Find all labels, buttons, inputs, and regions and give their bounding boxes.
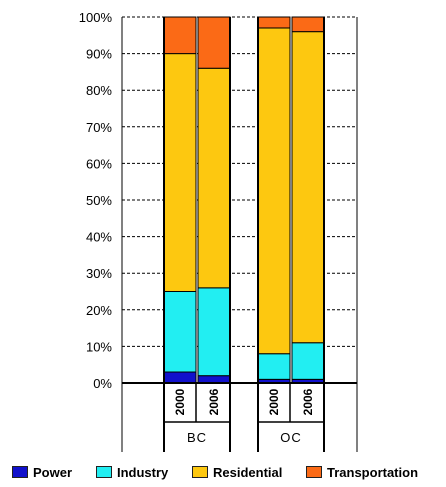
bar-segment-residential-4 (292, 32, 324, 343)
legend-swatch-power (12, 466, 28, 478)
x-axis-tick-labels: 2000 2006 2000 2006 BC OC (173, 388, 315, 445)
x-tick-label-year: 2000 (173, 388, 187, 415)
bar-segment-power-1 (164, 372, 196, 383)
legend-label-power: Power (33, 465, 72, 480)
legend-label-industry: Industry (117, 465, 168, 480)
bar-segment-residential-1 (164, 54, 196, 292)
y-tick-label: 100% (79, 10, 113, 25)
legend: Power Industry Residential Transportatio… (0, 462, 446, 484)
y-tick-label: 0% (93, 376, 112, 391)
bar-segment-power-2 (198, 376, 230, 383)
bar-segment-residential-2 (198, 68, 230, 288)
y-tick-label: 90% (86, 47, 112, 62)
x-tick-label-year: 2006 (207, 388, 221, 415)
bar-segment-industry-1 (164, 292, 196, 373)
y-tick-label: 10% (86, 339, 112, 354)
y-tick-label: 30% (86, 266, 112, 281)
y-tick-label: 50% (86, 193, 112, 208)
legend-swatch-transportation (306, 466, 322, 478)
legend-item-industry: Industry (96, 462, 168, 482)
bar-segment-industry-3 (258, 354, 290, 380)
bar-segment-transportation-2 (198, 17, 230, 68)
y-tick-label: 80% (86, 83, 112, 98)
legend-label-transportation: Transportation (327, 465, 418, 480)
legend-item-power: Power (12, 462, 72, 482)
y-tick-label: 20% (86, 303, 112, 318)
x-tick-label-year: 2000 (267, 388, 281, 415)
legend-swatch-industry (96, 466, 112, 478)
y-axis-tick-labels: 0% 10% 20% 30% 40% 50% 60% 70% 80% 90% 100% (79, 10, 113, 391)
bar-segment-residential-3 (258, 28, 290, 354)
y-tick-label: 40% (86, 230, 112, 245)
x-group-label: OC (280, 430, 302, 445)
legend-swatch-residential (192, 466, 208, 478)
legend-item-transportation: Transportation (306, 462, 418, 482)
bar-segment-transportation-1 (164, 17, 196, 54)
bar-segment-transportation-4 (292, 17, 324, 32)
bar-segment-industry-2 (198, 288, 230, 376)
x-group-label: BC (187, 430, 207, 445)
x-tick-label-year: 2006 (301, 388, 315, 415)
bar-segment-industry-4 (292, 343, 324, 380)
bar-segment-transportation-3 (258, 17, 290, 28)
y-tick-label: 70% (86, 120, 112, 135)
legend-label-residential: Residential (213, 465, 282, 480)
y-tick-label: 60% (86, 156, 112, 171)
legend-item-residential: Residential (192, 462, 282, 482)
